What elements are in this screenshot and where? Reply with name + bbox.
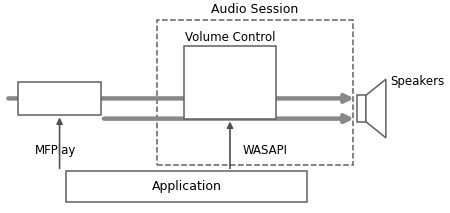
Text: Speakers: Speakers [390, 75, 444, 88]
Bar [184, 46, 276, 119]
Text: MFPlay: MFPlay [35, 144, 76, 157]
Text: Audio Session: Audio Session [212, 3, 298, 16]
Text: Application: Application [151, 180, 221, 193]
Bar [66, 171, 307, 201]
Polygon shape [366, 79, 386, 138]
Bar [18, 82, 101, 115]
Bar [357, 95, 366, 122]
Text: Media Item: Media Item [28, 94, 91, 103]
Text: Volume Control: Volume Control [185, 31, 275, 44]
Text: WASAPI: WASAPI [243, 144, 288, 157]
Bar [157, 20, 353, 165]
